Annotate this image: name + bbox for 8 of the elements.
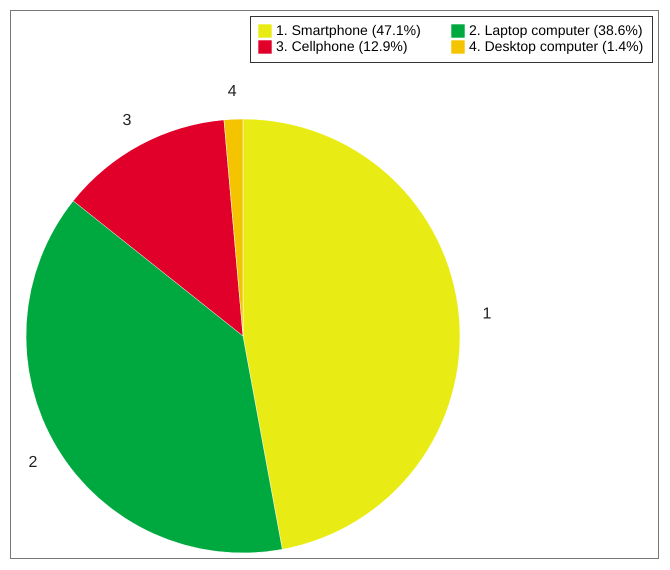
text: 4 [228, 83, 237, 100]
legend-label: 2. Laptop computer (38.6%) [469, 22, 643, 38]
legend-label: 1. Smartphone (47.1%) [276, 22, 421, 38]
legend-label: 4. Desktop computer (1.4%) [469, 38, 644, 54]
legend-label: 3. Cellphone (12.9%) [276, 38, 408, 54]
text: 2 [28, 454, 38, 472]
text: 1 [482, 306, 492, 323]
text: 3 [122, 112, 132, 130]
